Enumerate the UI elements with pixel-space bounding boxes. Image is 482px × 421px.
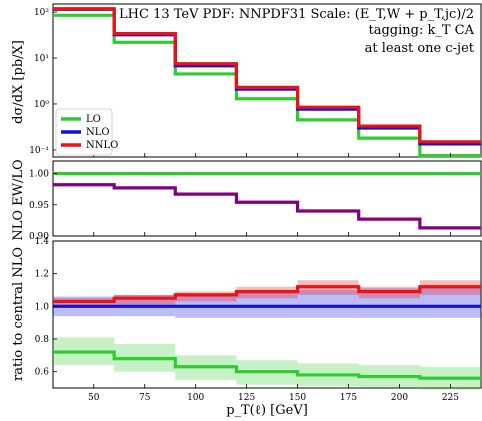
xtick-label-7: 225	[442, 393, 459, 403]
bottom-ytick-label-4: 1.4	[35, 237, 50, 247]
y-label-mid: NLO EW/LO	[11, 159, 26, 240]
xtick-label-0: 50	[88, 393, 100, 403]
annotation-line2: tagging: k_T CA	[369, 23, 475, 38]
top-panel-frame	[52, 3, 482, 158]
top-nnlo-line	[53, 7, 481, 144]
series-layer	[53, 7, 481, 380]
bottom-nnlo-line	[53, 285, 481, 304]
legend-label-nlo: NLO	[86, 127, 110, 138]
xtick-label-5: 175	[340, 393, 357, 403]
bottom-ytick-label-0: 0.6	[35, 368, 50, 378]
x-label: p_T(ℓ) [GeV]	[226, 403, 308, 418]
legend-label-lo: LO	[86, 114, 101, 125]
bottom-nnlo-band-2	[175, 291, 237, 302]
mid-ytick-label-0: 0.90	[29, 232, 49, 242]
annotation-line3: at least one c-jet	[365, 41, 475, 56]
xtick-label-3: 125	[238, 393, 255, 403]
bottom-ytick-label-1: 0.8	[35, 335, 50, 345]
bottom-nlo-band-5	[358, 288, 420, 318]
y-label-bottom: ratio to central NLO	[11, 247, 26, 381]
mid-nlo-ew-line	[53, 183, 481, 230]
bottom-ytick-label-3: 1.2	[35, 270, 49, 280]
bottom-nlo-band-4	[297, 290, 359, 318]
top-lo-line	[53, 13, 481, 158]
bottom-nlo-band-6	[419, 286, 481, 318]
bottom-nnlo-band-1	[114, 294, 176, 305]
legend-label-nnlo: NNLO	[86, 140, 118, 151]
annotation-line1: LHC 13 TeV PDF: NNPDF31 Scale: (E_T,W + …	[119, 7, 474, 22]
bottom-panel-frame	[52, 240, 482, 389]
top-ytick-label-1: 10⁰	[34, 100, 49, 110]
top-ytick-label-0: 10⁻¹	[29, 146, 49, 156]
top-ytick-label-2: 10¹	[34, 54, 49, 64]
bottom-lo-line	[53, 350, 481, 380]
xtick-label-4: 150	[289, 393, 306, 403]
mid-ytick-label-1: 0.95	[29, 201, 49, 211]
bottom-ytick-label-2: 1.0	[35, 302, 50, 312]
mid-panel-frame	[52, 160, 482, 237]
top-ytick-label-3: 10²	[34, 8, 49, 18]
tick-layer: 10⁻¹ 10⁰ 10¹ 10² 0.90 0.95 1.00 0.6 0.8 1.0 1.2 1.4…	[29, 8, 459, 403]
xtick-label-2: 100	[187, 393, 204, 403]
legend: LO NLO NNLO	[55, 108, 118, 156]
y-label-top: dσ/dX [pb/X]	[11, 40, 26, 124]
xtick-label-1: 75	[139, 393, 151, 403]
xtick-label-6: 200	[391, 393, 408, 403]
bottom-nlo-band-3	[236, 291, 298, 318]
mid-ytick-label-2: 1.00	[29, 170, 49, 180]
